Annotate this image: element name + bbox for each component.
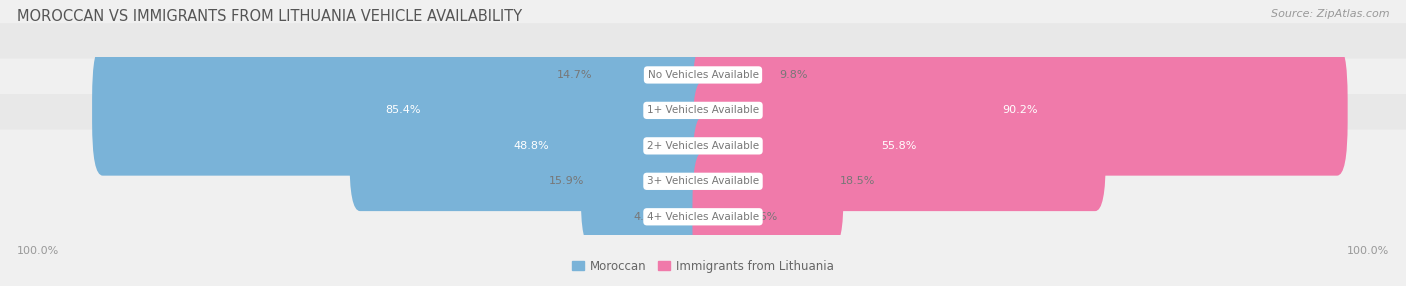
Text: Source: ZipAtlas.com: Source: ZipAtlas.com (1271, 9, 1389, 19)
Text: 85.4%: 85.4% (385, 106, 420, 115)
FancyBboxPatch shape (693, 116, 844, 247)
Text: 100.0%: 100.0% (1347, 246, 1389, 256)
Text: No Vehicles Available: No Vehicles Available (648, 70, 758, 80)
FancyBboxPatch shape (0, 23, 1406, 198)
FancyBboxPatch shape (693, 81, 1105, 211)
Text: 3+ Vehicles Available: 3+ Vehicles Available (647, 176, 759, 186)
FancyBboxPatch shape (91, 45, 713, 176)
Text: 14.7%: 14.7% (557, 70, 593, 80)
FancyBboxPatch shape (693, 45, 1348, 176)
FancyBboxPatch shape (589, 10, 713, 140)
Text: 4+ Vehicles Available: 4+ Vehicles Available (647, 212, 759, 222)
FancyBboxPatch shape (0, 0, 1406, 162)
FancyBboxPatch shape (0, 94, 1406, 269)
Text: 90.2%: 90.2% (1002, 106, 1038, 115)
FancyBboxPatch shape (658, 152, 713, 282)
Text: 48.8%: 48.8% (513, 141, 550, 151)
Text: 100.0%: 100.0% (17, 246, 59, 256)
Legend: Moroccan, Immigrants from Lithuania: Moroccan, Immigrants from Lithuania (568, 255, 838, 277)
Text: 18.5%: 18.5% (841, 176, 876, 186)
Text: 4.9%: 4.9% (633, 212, 662, 222)
Text: 9.8%: 9.8% (779, 70, 807, 80)
Text: 15.9%: 15.9% (548, 176, 585, 186)
Text: 5.6%: 5.6% (749, 212, 778, 222)
Text: 2+ Vehicles Available: 2+ Vehicles Available (647, 141, 759, 151)
FancyBboxPatch shape (693, 10, 782, 140)
Text: 1+ Vehicles Available: 1+ Vehicles Available (647, 106, 759, 115)
FancyBboxPatch shape (581, 116, 713, 247)
Text: 55.8%: 55.8% (882, 141, 917, 151)
FancyBboxPatch shape (0, 59, 1406, 233)
FancyBboxPatch shape (693, 152, 754, 282)
FancyBboxPatch shape (350, 81, 713, 211)
Text: MOROCCAN VS IMMIGRANTS FROM LITHUANIA VEHICLE AVAILABILITY: MOROCCAN VS IMMIGRANTS FROM LITHUANIA VE… (17, 9, 522, 23)
FancyBboxPatch shape (0, 130, 1406, 286)
